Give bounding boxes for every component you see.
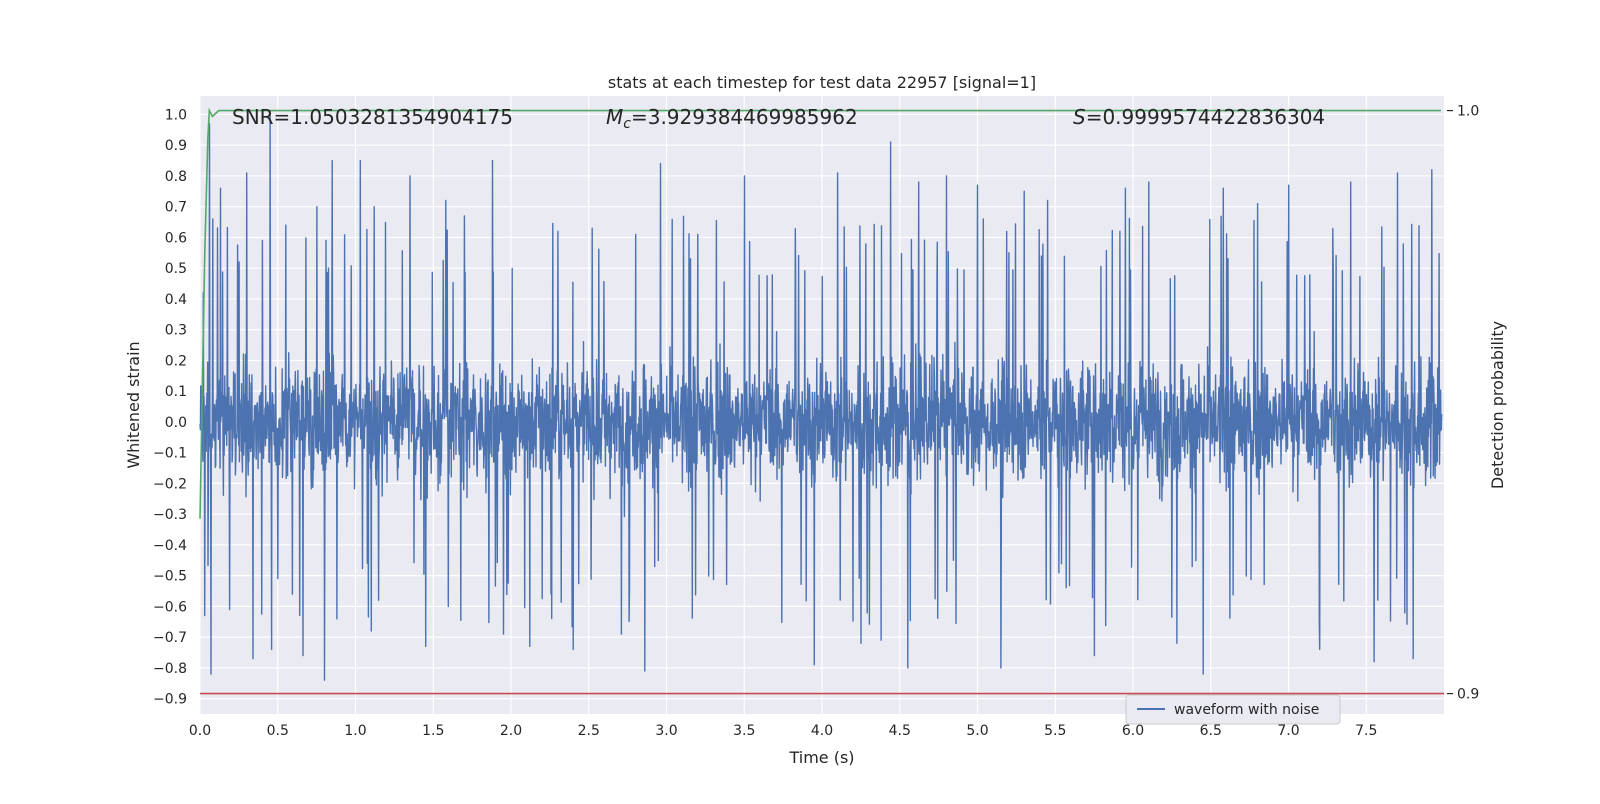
mc-value: =3.929384469985962 <box>631 105 858 129</box>
x-tick-label: 1.5 <box>422 723 444 739</box>
x-tick-label: 3.5 <box>733 723 755 739</box>
y2-axis-label: Detection probability <box>1488 321 1507 489</box>
x-tick-label: 5.5 <box>1044 723 1066 739</box>
y-tick-label: 0.3 <box>165 323 187 339</box>
y-axis-ticks: 1.0 0.9 0.8 0.7 0.6 0.5 0.4 0.3 0.2 0.1 0.0 −0.1 −0.… <box>153 107 187 707</box>
y-tick-label: −0.2 <box>153 476 187 492</box>
s-annotation: S=0.9999574422836304 <box>1073 105 1325 129</box>
legend-box <box>1125 694 1341 725</box>
waveform-with-noise-line <box>199 113 1443 681</box>
x-tick-label: 6.0 <box>1122 723 1144 739</box>
mc-symbol: M <box>606 105 623 129</box>
y-tick-label: 0.7 <box>165 200 187 216</box>
x-tick-label: 3.0 <box>655 723 677 739</box>
x-axis-label: Time (s) <box>788 748 854 767</box>
x-tick-label: 5.0 <box>966 723 988 739</box>
x-tick-label: 7.0 <box>1277 723 1299 739</box>
snr-annotation: SNR=1.0503281354904175 <box>232 105 513 129</box>
y-tick-label: 0.0 <box>165 415 187 431</box>
y-tick-label: −0.9 <box>153 692 187 708</box>
y-tick-label: −0.7 <box>153 630 187 646</box>
s-symbol: S <box>1073 105 1086 129</box>
x-tick-label: 0.5 <box>267 723 289 739</box>
x-tick-label: 4.5 <box>889 723 911 739</box>
y2-axis-ticks: 1.0 0.9 <box>1447 104 1479 703</box>
y-tick-label: −0.8 <box>153 661 187 677</box>
y-tick-label: 1.0 <box>165 107 187 123</box>
y-tick-label: −0.3 <box>153 507 187 523</box>
legend: waveform with noise <box>1125 694 1341 725</box>
y-tick-label: 0.8 <box>165 169 187 185</box>
y-tick-label: 0.6 <box>165 230 187 246</box>
y-tick-label: 0.1 <box>165 384 187 400</box>
series-layer <box>199 107 1444 695</box>
legend-label: waveform with noise <box>1174 702 1319 718</box>
x-tick-label: 6.5 <box>1200 723 1222 739</box>
s-value: =0.9999574422836304 <box>1086 105 1325 129</box>
y-tick-label: 0.4 <box>165 292 187 308</box>
x-tick-label: 7.5 <box>1355 723 1377 739</box>
y-tick-label: −0.5 <box>153 569 187 585</box>
y-tick-label: 0.2 <box>165 353 187 369</box>
detection-probability-line <box>199 107 1441 519</box>
y-axis-label: Whitened strain <box>124 341 143 468</box>
y-tick-label: 0.9 <box>165 138 187 154</box>
x-tick-label: 1.0 <box>344 723 366 739</box>
y-tick-label: −0.1 <box>153 446 187 462</box>
y-tick-label: −0.4 <box>153 538 187 554</box>
x-tick-label: 2.0 <box>500 723 522 739</box>
y2-tick-label: 0.9 <box>1457 687 1479 703</box>
mc-subscript: c <box>623 116 631 132</box>
x-tick-label: 4.0 <box>811 723 833 739</box>
y-tick-label: 0.5 <box>165 261 187 277</box>
mc-annotation: Mc=3.929384469985962 <box>606 105 858 132</box>
x-tick-label: 0.0 <box>189 723 211 739</box>
y-tick-label: −0.6 <box>153 599 187 615</box>
x-axis-ticks: 0.0 0.5 1.0 1.5 2.0 2.5 3.0 3.5 4.0 4.5 5.0 5.5 6.0 6… <box>189 723 1378 739</box>
chart-title: stats at each timestep for test data 229… <box>608 73 1036 92</box>
x-tick-label: 2.5 <box>578 723 600 739</box>
y2-tick-label: 1.0 <box>1457 104 1479 120</box>
